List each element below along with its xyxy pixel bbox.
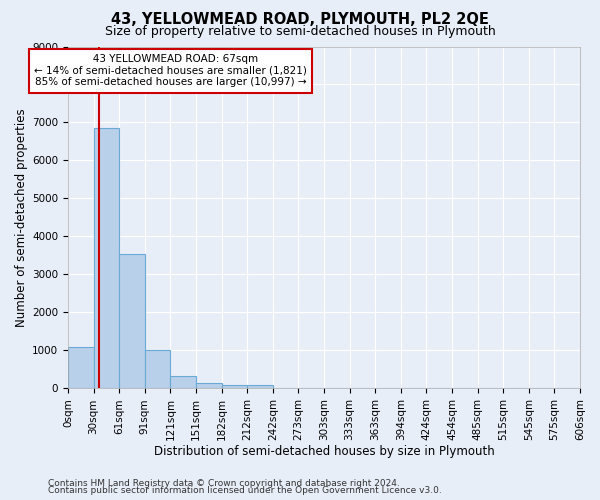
X-axis label: Distribution of semi-detached houses by size in Plymouth: Distribution of semi-detached houses by … bbox=[154, 444, 494, 458]
Text: Contains HM Land Registry data © Crown copyright and database right 2024.: Contains HM Land Registry data © Crown c… bbox=[48, 478, 400, 488]
Bar bbox=[119, 254, 145, 388]
Text: Size of property relative to semi-detached houses in Plymouth: Size of property relative to semi-detach… bbox=[104, 25, 496, 38]
Bar bbox=[247, 386, 273, 388]
Bar bbox=[145, 350, 170, 389]
Text: 43 YELLOWMEAD ROAD: 67sqm
← 14% of semi-detached houses are smaller (1,821)
85% : 43 YELLOWMEAD ROAD: 67sqm ← 14% of semi-… bbox=[34, 54, 307, 88]
Bar bbox=[170, 376, 196, 388]
Y-axis label: Number of semi-detached properties: Number of semi-detached properties bbox=[15, 108, 28, 327]
Text: 43, YELLOWMEAD ROAD, PLYMOUTH, PL2 2QE: 43, YELLOWMEAD ROAD, PLYMOUTH, PL2 2QE bbox=[111, 12, 489, 28]
Bar bbox=[68, 346, 94, 389]
Bar bbox=[94, 128, 119, 388]
Bar bbox=[196, 383, 221, 388]
Bar bbox=[221, 384, 247, 388]
Text: Contains public sector information licensed under the Open Government Licence v3: Contains public sector information licen… bbox=[48, 486, 442, 495]
